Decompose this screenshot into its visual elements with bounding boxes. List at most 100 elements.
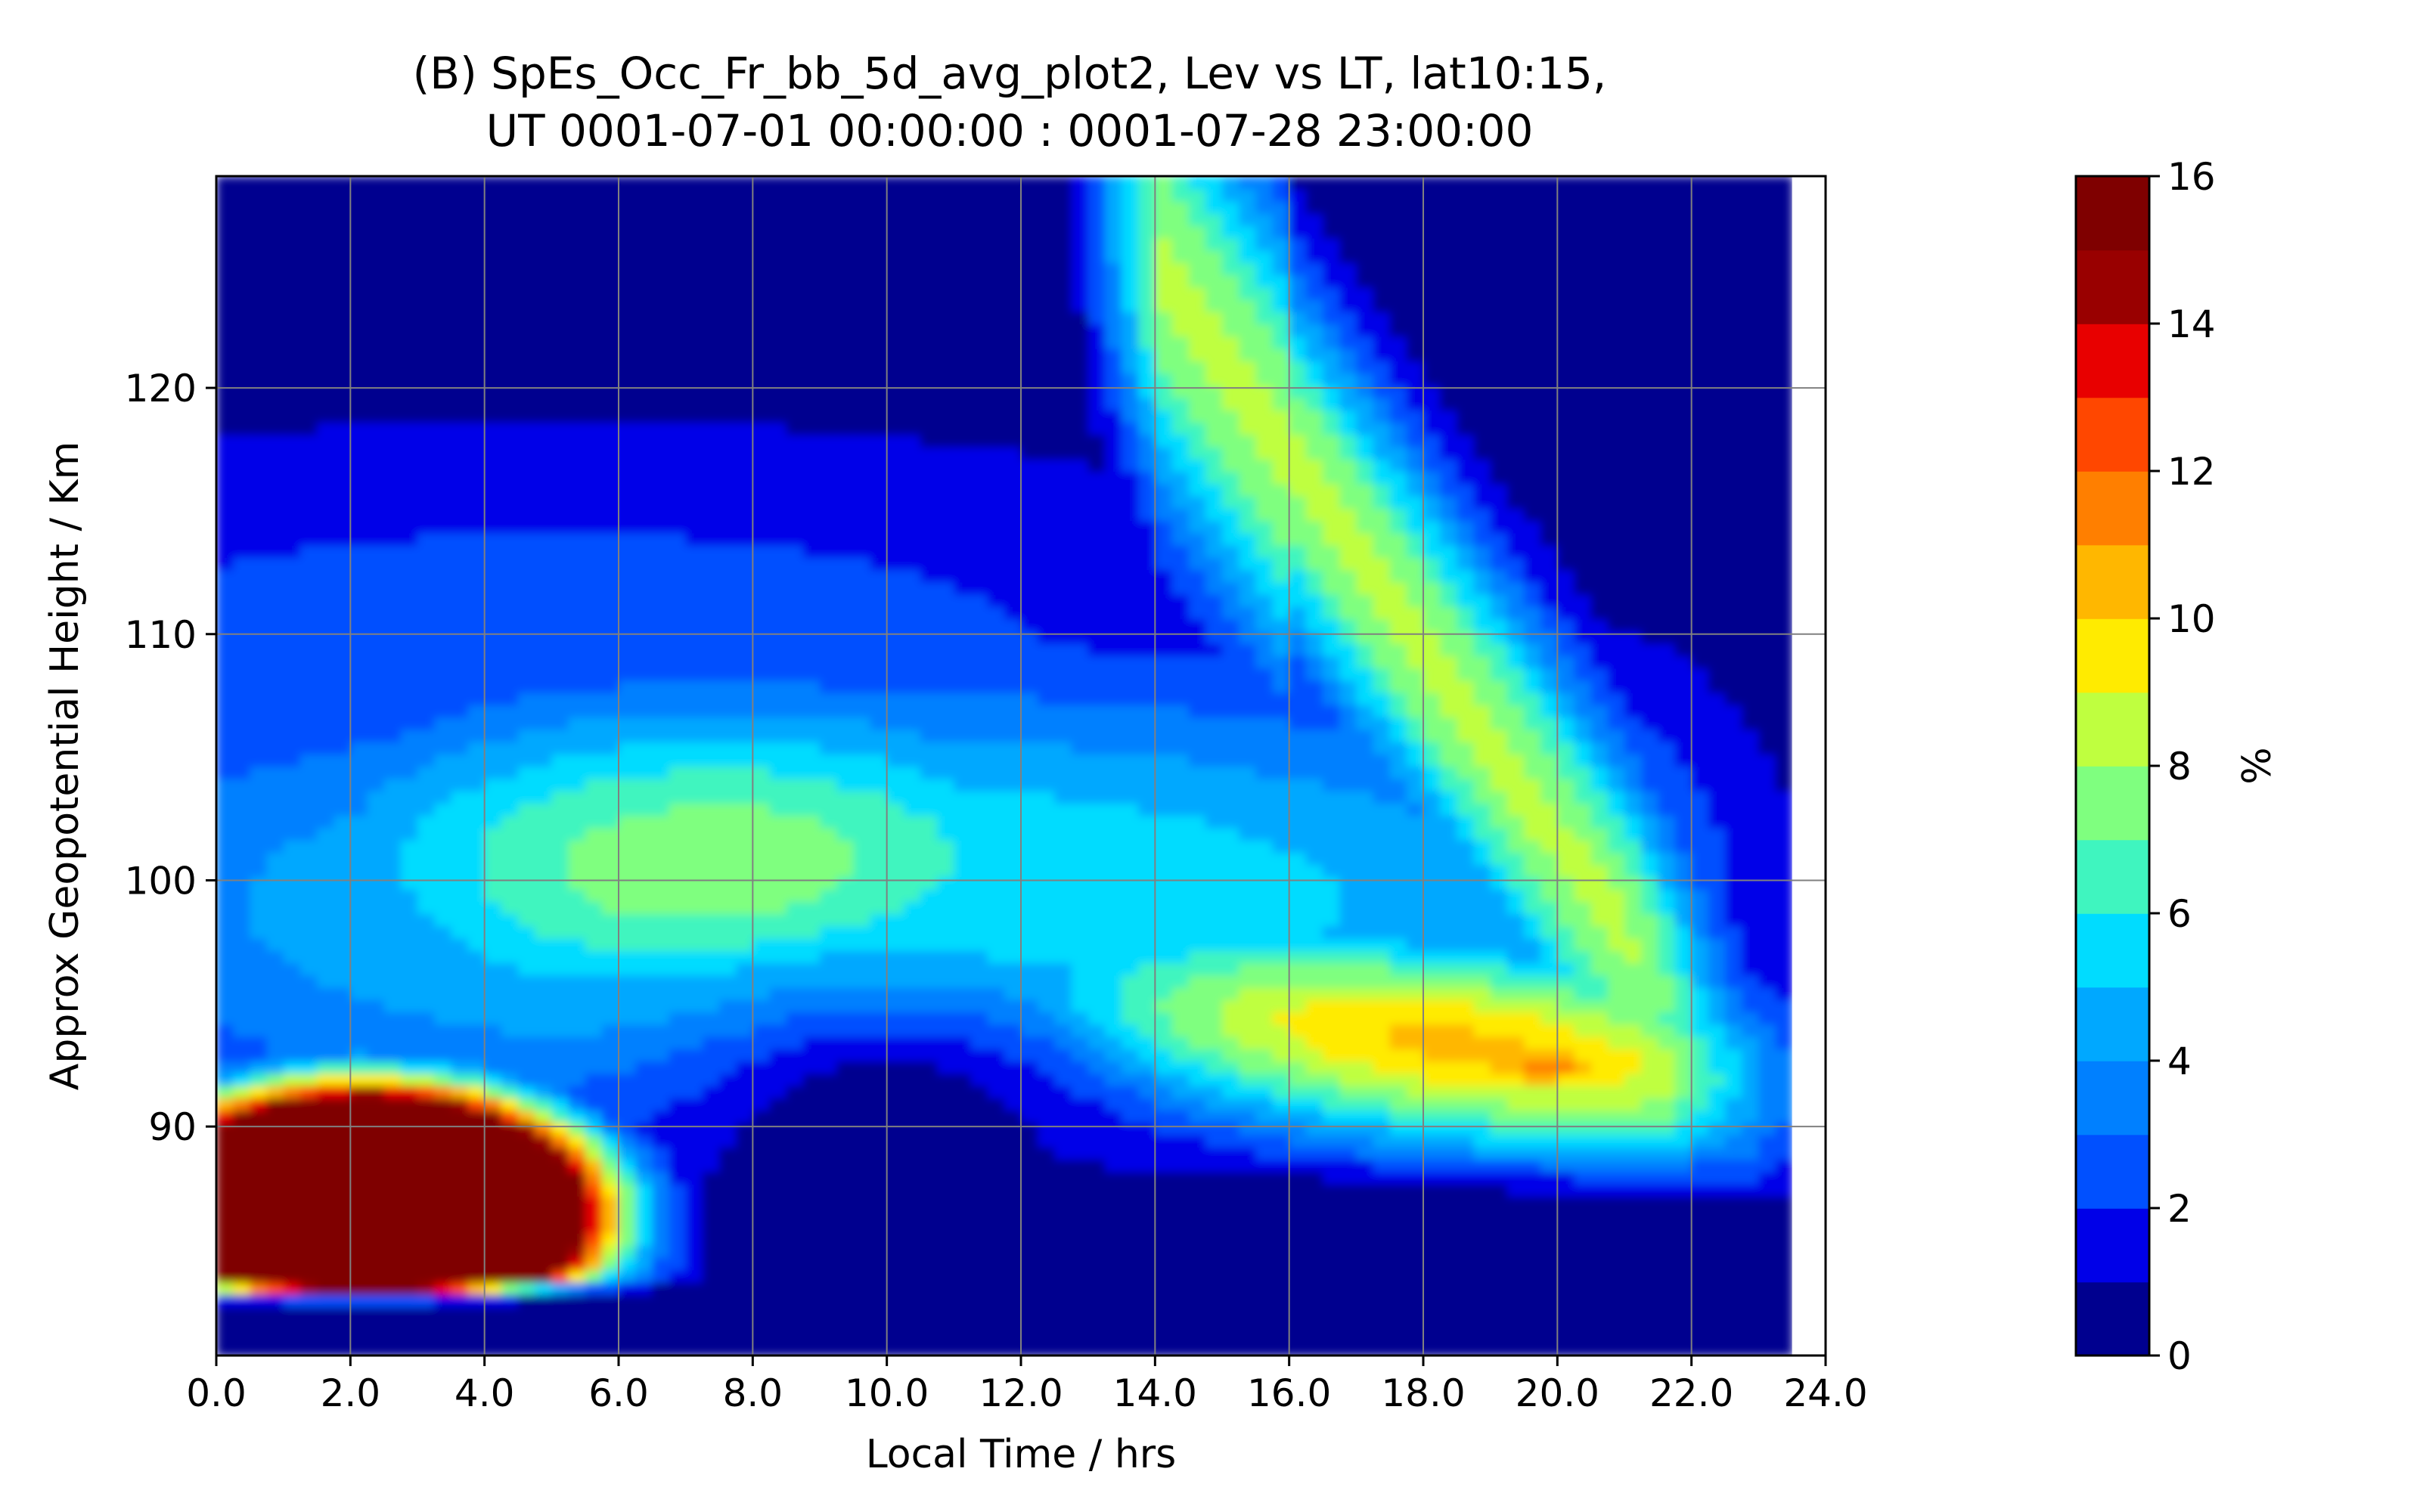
contour-cell [266, 618, 284, 632]
contour-cell [417, 704, 436, 718]
contour-cell [568, 520, 586, 534]
contour-cell [484, 815, 503, 829]
contour-cell [719, 618, 737, 632]
contour-cell [719, 999, 737, 1013]
contour-cell [367, 717, 385, 730]
contour-cell [383, 569, 402, 583]
contour-cell [769, 643, 787, 656]
contour-cell [635, 680, 653, 693]
contour-cell [568, 1331, 586, 1344]
contour-cell [853, 311, 871, 325]
contour-cell [1054, 299, 1072, 312]
contour-cell [635, 237, 653, 251]
contour-cell [635, 692, 653, 705]
contour-cell [383, 1331, 402, 1344]
contour-cell [1054, 1294, 1072, 1308]
contour-cell [551, 631, 569, 644]
contour-cell [367, 1146, 385, 1160]
contour-cell [987, 1331, 1006, 1344]
contour-cell [685, 422, 704, 435]
contour-cell [535, 507, 553, 522]
contour-cell [987, 1134, 1006, 1148]
contour-cell [786, 446, 805, 460]
contour-cell [820, 815, 838, 829]
contour-cell [266, 446, 284, 460]
contour-cell [736, 520, 754, 534]
contour-cell [434, 1085, 452, 1098]
contour-cell [250, 434, 268, 448]
contour-cell [619, 409, 637, 423]
contour-cell [601, 299, 620, 312]
contour-cell [367, 569, 385, 583]
contour-cell [652, 385, 670, 398]
contour-cell [334, 471, 352, 485]
contour-cell [266, 287, 284, 300]
contour-cell [467, 913, 486, 927]
contour-cell [1071, 299, 1089, 312]
contour-cell [802, 1244, 821, 1259]
contour-cell [434, 593, 452, 607]
contour-cell [836, 1024, 855, 1037]
contour-cell [736, 593, 754, 607]
contour-cell [400, 778, 419, 792]
contour-cell [685, 741, 704, 754]
contour-cell [501, 925, 520, 939]
contour-cell [484, 495, 503, 509]
contour-cell [669, 606, 687, 620]
contour-cell [619, 1122, 637, 1136]
contour-cell [685, 274, 704, 288]
contour-cell [216, 373, 234, 386]
contour-cell [551, 839, 569, 853]
contour-cell [970, 618, 988, 632]
contour-cell [568, 507, 586, 522]
contour-cell [937, 299, 955, 312]
contour-cell [535, 974, 553, 988]
contour-cell [535, 790, 553, 804]
contour-cell [434, 237, 452, 251]
contour-cell [769, 200, 787, 214]
contour-cell [367, 778, 385, 792]
contour-cell [283, 802, 302, 816]
contour-cell [1021, 336, 1039, 349]
contour-cell [652, 1061, 670, 1074]
contour-cell [250, 188, 268, 202]
contour-cell [954, 446, 972, 460]
contour-cell [350, 1110, 368, 1123]
contour-cell [434, 483, 452, 497]
contour-cell [652, 556, 670, 571]
contour-cell [535, 729, 553, 742]
contour-cell [802, 1269, 821, 1283]
contour-cell [518, 999, 536, 1013]
contour-cell [870, 188, 888, 202]
contour-cell [652, 544, 670, 558]
contour-cell [719, 422, 737, 435]
contour-cell [451, 495, 469, 509]
contour-cell [434, 373, 452, 386]
contour-cell [802, 717, 821, 730]
contour-cell [920, 692, 939, 705]
contour-cell [467, 987, 486, 1000]
contour-cell [736, 397, 754, 411]
contour-cell [417, 324, 436, 337]
contour-cell [769, 1159, 787, 1173]
contour-cell [1038, 1097, 1056, 1111]
contour-cell [283, 876, 302, 890]
contour-cell [752, 495, 771, 509]
contour-cell [334, 802, 352, 816]
contour-cell [518, 1036, 536, 1049]
contour-cell [970, 1269, 988, 1283]
contour-cell [1038, 1232, 1056, 1246]
contour-cell [233, 778, 251, 792]
contour-cell [417, 987, 436, 1000]
contour-cell [719, 729, 737, 742]
contour-cell [669, 593, 687, 607]
contour-cell [736, 802, 754, 816]
contour-cell [1071, 422, 1089, 435]
contour-cell [551, 1159, 569, 1173]
contour-cell [752, 974, 771, 988]
contour-cell [652, 1343, 670, 1356]
contour-cell [685, 937, 704, 951]
contour-cell [535, 287, 553, 300]
contour-cell [1054, 618, 1072, 632]
contour-cell [233, 827, 251, 841]
